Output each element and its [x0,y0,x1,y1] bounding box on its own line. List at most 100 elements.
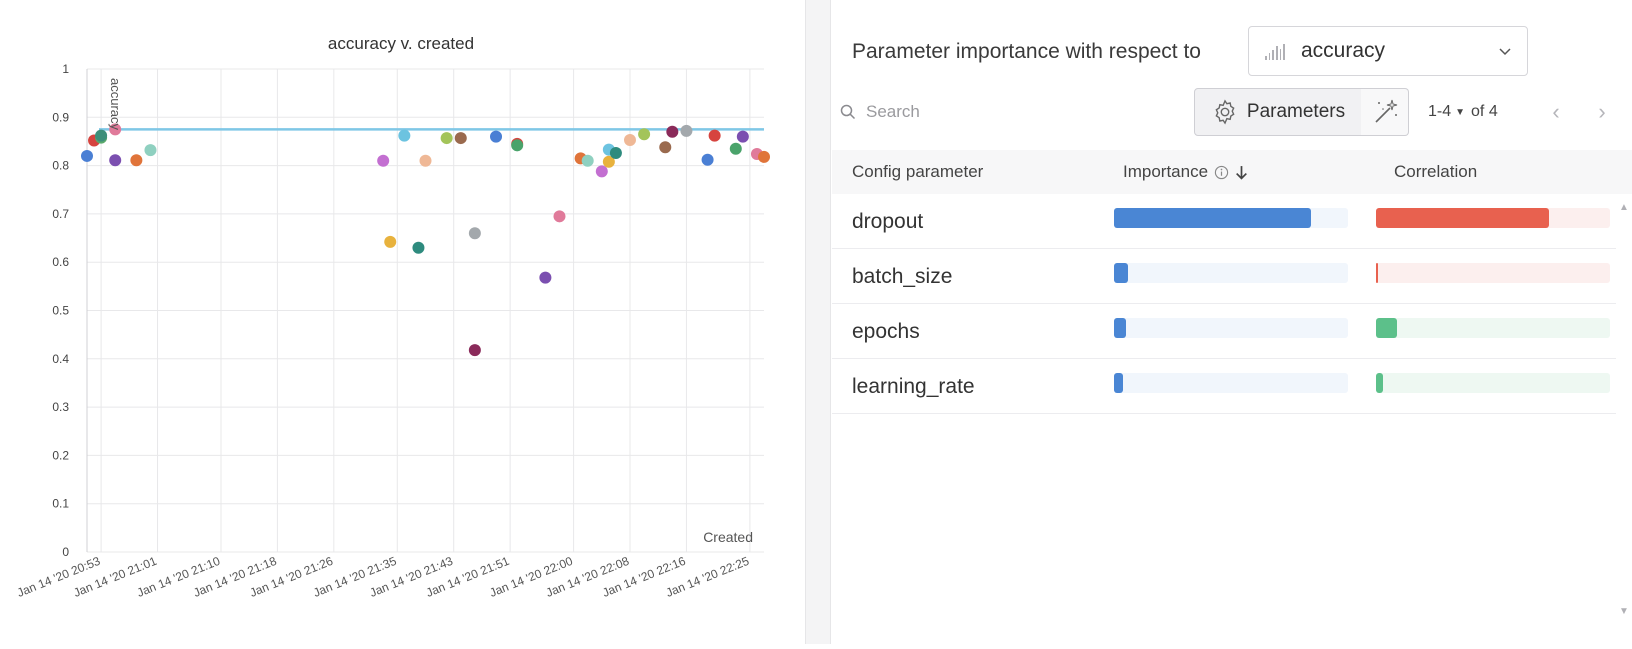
caret-down-icon[interactable]: ▼ [1455,106,1466,118]
data-point[interactable] [468,344,481,357]
correlation-bar-track [1376,373,1610,393]
column-header-correlation[interactable]: Correlation [1394,162,1478,181]
parameter-name: dropout [852,210,924,233]
scatter-chart: accuracy v. created 00.10.20.30.40.50.60… [15,34,770,600]
y-tick-label: 0.8 [52,159,69,173]
correlation-bar [1376,263,1379,283]
data-point[interactable] [144,144,157,157]
y-tick-label: 0.2 [52,448,69,462]
importance-bar [1114,318,1126,338]
chart-grid [86,68,764,553]
data-point[interactable] [81,149,93,162]
data-point[interactable] [109,123,122,136]
table-header: Config parameter Importance Correlation [832,150,1632,194]
column-header-importance[interactable]: Importance [1123,162,1248,182]
data-point[interactable] [511,139,524,152]
parameters-button-label: Parameters [1246,101,1346,122]
data-point[interactable] [595,165,608,178]
data-point[interactable] [708,129,721,142]
chevron-down-icon [1499,48,1511,56]
data-point[interactable] [609,147,622,160]
data-point[interactable] [468,227,481,240]
correlation-bar [1376,373,1384,393]
data-point[interactable] [602,155,615,168]
correlation-bar [1376,318,1398,338]
data-point[interactable] [553,210,566,223]
data-point[interactable] [638,128,651,141]
data-point[interactable] [384,235,397,248]
data-point[interactable] [419,154,432,167]
y-axis-label: accuracy [108,78,123,131]
page-total: of 4 [1471,103,1498,120]
parameter-name: batch_size [852,265,953,288]
next-page-icon[interactable]: › [1598,99,1606,124]
scroll-down-icon[interactable]: ▼ [1619,606,1629,617]
search-input[interactable] [864,101,1118,123]
data-points [81,123,770,357]
y-tick-label: 1 [62,62,69,76]
sort-down-arrow-icon[interactable] [1235,165,1248,180]
magic-wand-icon [1374,99,1397,123]
chart-panel: accuracy v. created 0 0.1 0.2 0.3 0.4 0.5 0.6 0… [0,0,805,644]
parameter-importance-panel: Parameter importance with respect to acc… [832,0,1632,644]
y-tick-label: 0.9 [52,110,69,124]
importance-bar-track [1114,208,1348,228]
column-header-config-parameter[interactable]: Config parameter [852,162,984,181]
data-point[interactable] [412,241,425,254]
importance-bar-track [1114,373,1348,393]
y-tick-label: 0.7 [52,207,69,221]
importance-bar [1114,208,1311,228]
table-scrollbar[interactable]: ▲ ▼ [1616,194,1632,630]
parameter-name: epochs [852,320,920,343]
data-point[interactable] [701,153,714,166]
data-point[interactable] [758,150,770,163]
page-range-select[interactable]: 1-4 [1428,103,1452,120]
y-tick-label: 0.3 [52,400,69,414]
table-row[interactable]: learning_rate [832,359,1616,414]
panel-divider[interactable] [805,0,831,644]
importance-bar-track [1114,263,1348,283]
y-tick-label: 0.4 [52,352,69,366]
pagination: 1-4 ▼ of 4 [1428,100,1498,124]
table-row[interactable]: dropout [832,194,1616,249]
y-tick-label: 0.1 [52,497,69,511]
data-point[interactable] [440,132,453,145]
data-point[interactable] [666,125,679,138]
y-tick-label: 0 [62,545,69,559]
correlation-bar [1376,208,1550,228]
info-icon[interactable] [1214,165,1229,180]
table-row[interactable]: batch_size [832,249,1616,304]
data-point[interactable] [736,130,749,143]
y-tick-label: 0.5 [52,304,69,318]
data-point[interactable] [95,129,108,142]
importance-bar [1114,373,1124,393]
data-point[interactable] [624,134,637,147]
data-point[interactable] [130,154,143,167]
correlation-bar-track [1376,318,1610,338]
data-point[interactable] [539,271,552,284]
table-row[interactable]: epochs [832,304,1616,359]
correlation-bar-track [1376,208,1610,228]
scroll-up-icon[interactable]: ▲ [1619,202,1629,213]
importance-header-label: Importance [1123,162,1209,181]
importance-bar-track [1114,318,1348,338]
correlation-bar-track [1376,263,1610,283]
data-point[interactable] [581,154,594,167]
y-tick-label: 0.6 [52,255,69,269]
data-point[interactable] [398,129,411,142]
prev-page-icon[interactable]: ‹ [1552,99,1560,124]
data-point[interactable] [109,154,122,167]
parameters-button[interactable]: Parameters [1194,88,1362,136]
importance-bar [1114,263,1129,283]
data-point[interactable] [490,130,503,143]
data-point[interactable] [454,132,467,145]
data-point[interactable] [729,142,742,155]
data-point[interactable] [377,154,390,167]
y-axis-ticks: 0 0.1 0.2 0.3 0.4 0.5 0.6 0.7 0.8 0.9 1 [52,62,69,559]
search-box[interactable] [840,98,1140,126]
data-point[interactable] [659,141,672,154]
metric-select[interactable]: accuracy [1248,26,1528,76]
magic-wand-button[interactable] [1361,88,1409,136]
x-axis-label: Created [703,529,753,545]
data-point[interactable] [680,124,693,137]
